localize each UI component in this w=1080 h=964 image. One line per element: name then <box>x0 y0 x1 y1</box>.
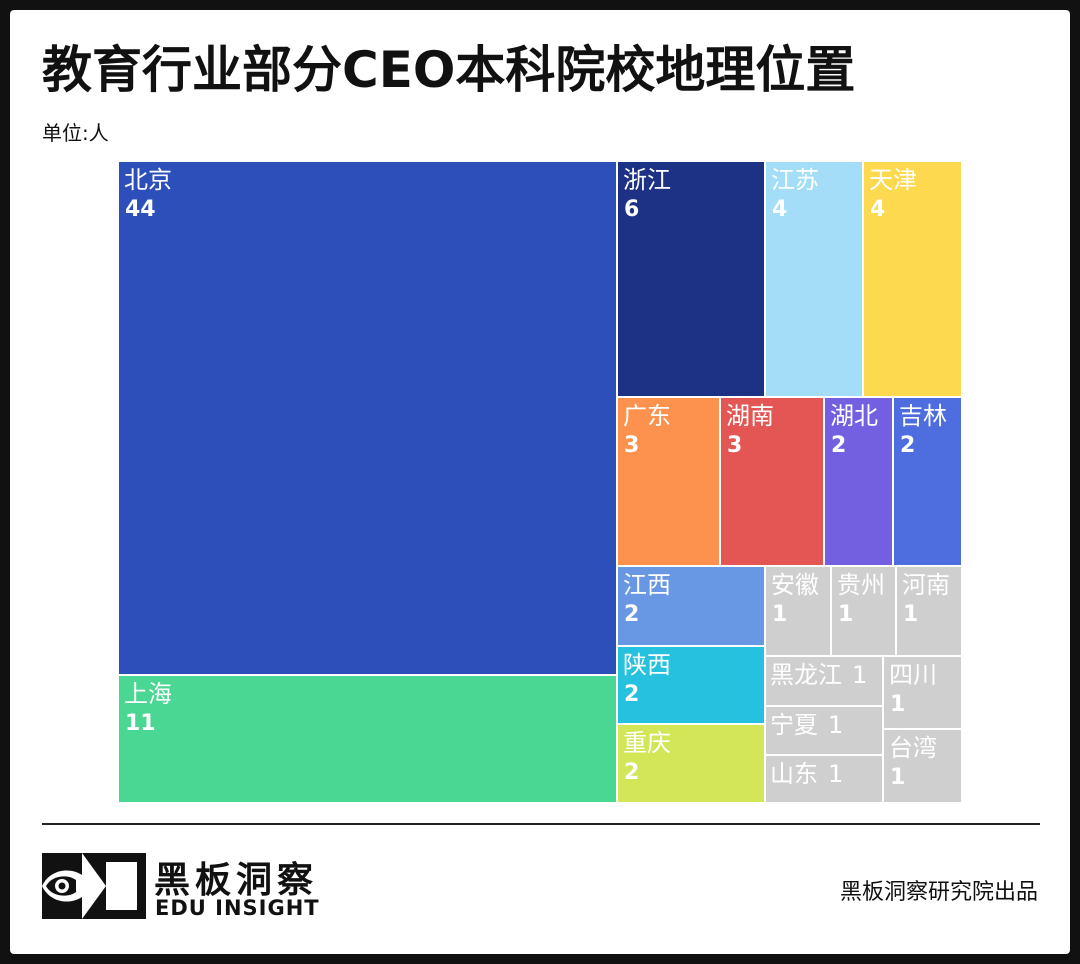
treemap-cell-label: 山东 <box>770 760 818 788</box>
treemap-cell-label: 天津 <box>869 166 917 194</box>
treemap-cell-value: 1 <box>828 711 843 739</box>
treemap-cell-value: 44 <box>125 197 156 222</box>
treemap-cell: 陕西 2 <box>616 645 766 725</box>
treemap-cell: 上海 11 <box>117 674 618 804</box>
treemap-cell-rect <box>764 565 832 657</box>
treemap-cell: 天津 4 <box>862 160 963 398</box>
treemap-cell: 安徽 1 <box>764 565 832 657</box>
treemap-cell-value: 4 <box>772 197 787 222</box>
treemap-cell: 贵州 1 <box>830 565 897 657</box>
treemap-cell-rect <box>882 728 963 804</box>
treemap-cell: 山东 1 <box>764 754 884 804</box>
treemap-cell: 北京 44 <box>117 160 618 676</box>
unit-label: 单位:人 <box>42 121 109 145</box>
treemap-cell-label: 宁夏 <box>770 711 818 739</box>
treemap-cell: 吉林 2 <box>892 396 963 567</box>
brand-name-en: EDU INSIGHT <box>155 896 320 920</box>
treemap-cell-label: 贵州 <box>837 571 885 599</box>
treemap-cell-value: 4 <box>870 197 885 222</box>
treemap-cell-label: 吉林 <box>899 402 947 430</box>
treemap-cell-rect <box>764 754 884 804</box>
treemap-cell-label: 安徽 <box>771 571 819 599</box>
treemap-cell-rect <box>117 160 618 676</box>
treemap-cell-value: 3 <box>727 433 742 458</box>
treemap-cell-rect <box>616 565 766 647</box>
treemap-cell-label: 黑龙江 <box>770 661 842 689</box>
brand-name-cn: 黑板洞察 <box>154 860 319 901</box>
treemap-cell: 江西 2 <box>616 565 766 647</box>
treemap-cell-label: 浙江 <box>623 166 671 194</box>
treemap-cell-label: 上海 <box>124 680 172 708</box>
treemap-cell-value: 11 <box>125 711 156 736</box>
treemap-cell-value: 1 <box>838 602 853 627</box>
treemap-cell-value: 2 <box>624 682 639 707</box>
treemap-cell-value: 1 <box>772 602 787 627</box>
treemap-cell-value: 2 <box>900 433 915 458</box>
treemap-cell-rect <box>616 723 766 804</box>
treemap-cell-label: 江西 <box>623 571 671 599</box>
chart-title: 教育行业部分CEO本科院校地理位置 <box>42 41 856 99</box>
treemap-cell-rect <box>823 396 894 567</box>
treemap-cell-label: 台湾 <box>889 734 937 762</box>
treemap-cell-value: 6 <box>624 197 639 222</box>
treemap-cell-label: 陕西 <box>623 651 671 679</box>
treemap-cell: 台湾 1 <box>882 728 963 804</box>
treemap-cell-label: 湖北 <box>830 402 878 430</box>
treemap-cell-value: 1 <box>828 760 843 788</box>
treemap-cell: 江苏 4 <box>764 160 864 398</box>
treemap-cell: 湖南 3 <box>719 396 825 567</box>
treemap-cell-rect <box>882 655 963 730</box>
treemap-cell-value: 2 <box>831 433 846 458</box>
treemap-cell-value: 2 <box>624 602 639 627</box>
treemap-cell-label: 北京 <box>124 166 172 194</box>
treemap-cell-value: 1 <box>903 602 918 627</box>
treemap-cell: 湖北 2 <box>823 396 894 567</box>
treemap-cell-rect <box>616 645 766 725</box>
treemap-cell-rect <box>895 565 963 657</box>
treemap-cell-value: 1 <box>890 692 905 717</box>
treemap-cell-label: 四川 <box>889 661 937 689</box>
treemap-cell-value: 1 <box>852 661 867 689</box>
footer-divider <box>42 823 1040 825</box>
treemap-cell-value: 2 <box>624 760 639 785</box>
treemap-cell-rect <box>764 705 884 756</box>
footer-credit: 黑板洞察研究院出品 <box>839 880 1038 905</box>
treemap-cell-label: 湖南 <box>726 402 774 430</box>
treemap-cell: 浙江 6 <box>616 160 766 398</box>
treemap-cell: 四川 1 <box>882 655 963 730</box>
treemap-cell-rect <box>892 396 963 567</box>
treemap-cell: 重庆 2 <box>616 723 766 804</box>
treemap-cell: 广东 3 <box>616 396 721 567</box>
treemap-cell-value: 3 <box>624 433 639 458</box>
treemap-cell-value: 1 <box>890 765 905 790</box>
treemap-cell: 河南 1 <box>895 565 963 657</box>
treemap-cell: 黑龙江 1 <box>764 655 884 707</box>
treemap-cell-label: 河南 <box>902 571 950 599</box>
treemap-cell-label: 重庆 <box>623 729 671 757</box>
treemap-cell-label: 江苏 <box>771 166 819 194</box>
eye-frame-logo-icon <box>42 853 146 919</box>
treemap-cell: 宁夏 1 <box>764 705 884 756</box>
treemap-cell-rect <box>117 674 618 804</box>
treemap-cell-label: 广东 <box>623 402 671 430</box>
